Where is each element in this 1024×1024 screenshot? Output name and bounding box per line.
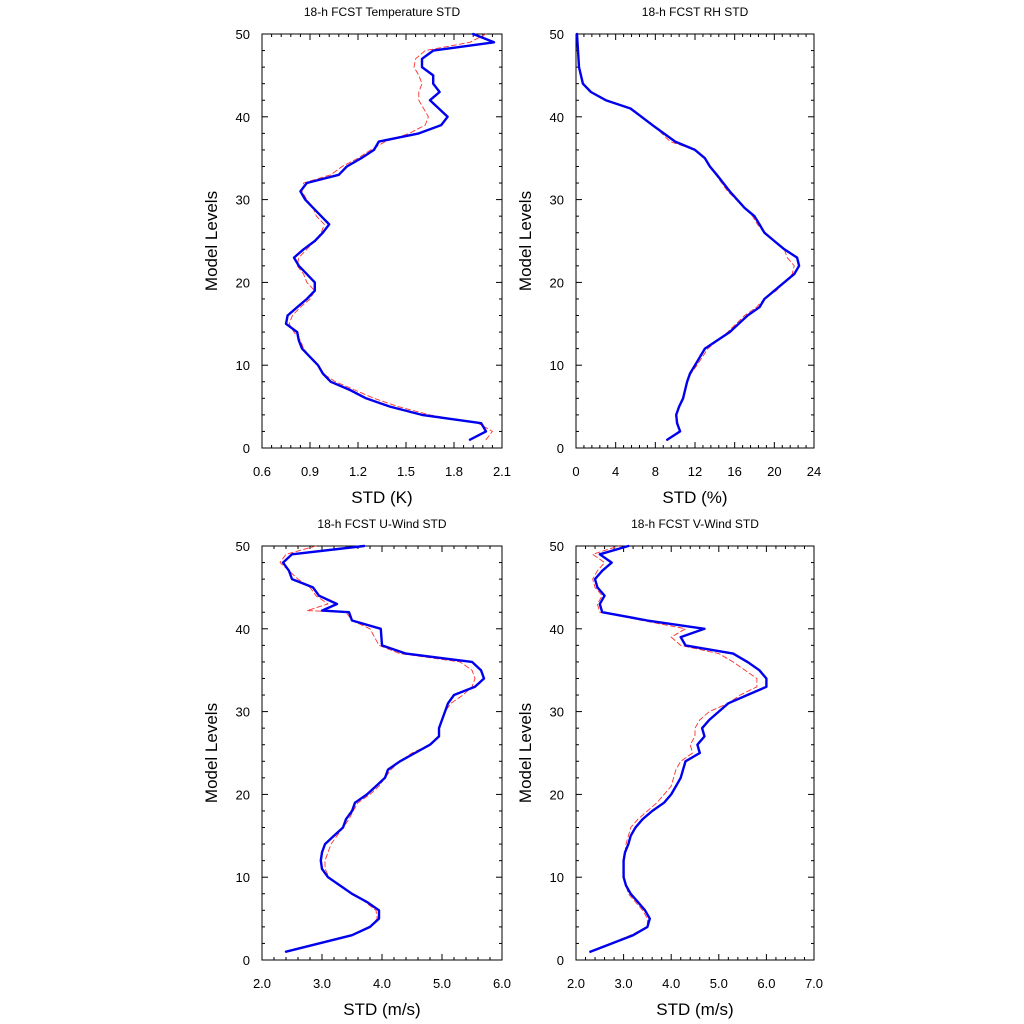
y-tick-label: 30 [236,193,250,208]
x-tick-label: 0.6 [253,464,271,479]
y-tick-label: 20 [236,275,250,290]
plot-frame [261,33,503,449]
x-tick-label: 6.0 [493,976,511,991]
panel-title: 18-h FCST V-Wind STD [631,517,759,531]
plot-frame [575,545,815,961]
series-line-solid [589,544,768,953]
y-tick-label: 0 [557,441,564,456]
x-axis-label: STD (K) [351,488,412,507]
x-tick-label: 0 [572,464,579,479]
x-tick-label: 24 [807,464,821,479]
x-tick-label: 1.8 [445,464,463,479]
x-tick-label: 5.0 [710,976,728,991]
x-tick-label: 4.0 [662,976,680,991]
y-tick-label: 10 [236,358,250,373]
y-tick-label: 10 [550,358,564,373]
panel-title: 18-h FCST RH STD [642,5,749,19]
x-tick-label: 7.0 [805,976,823,991]
x-tick-label: 1.5 [397,464,415,479]
panel-v-wind: 2.0 3.0 4.0 5.0 6.0 7.0 0 10 20 30 40 50 18-h FCST V… [516,517,823,1019]
x-tick-label: 8 [652,464,659,479]
y-tick-label: 30 [550,705,564,720]
y-tick-label: 10 [236,870,250,885]
y-tick-label: 40 [236,110,250,125]
y-axis-label: Model Levels [202,703,221,803]
panel-temperature: 0.6 0.9 1.2 1.5 1.8 2.1 0 10 20 30 40 50 18-h FCST T… [202,5,511,507]
x-tick-label: 2.1 [493,464,511,479]
y-tick-label: 0 [243,441,250,456]
y-tick-label: 0 [557,953,564,968]
x-tick-label: 16 [727,464,741,479]
y-tick-label: 50 [236,27,250,42]
series-line-solid [284,32,496,441]
x-axis-label: STD (m/s) [656,1000,733,1019]
series-line-solid [281,544,486,953]
y-tick-label: 0 [243,953,250,968]
y-tick-label: 50 [236,539,250,554]
x-tick-label: 2.0 [253,976,271,991]
y-axis-label: Model Levels [516,191,535,291]
y-tick-label: 40 [550,622,564,637]
x-tick-label: 4.0 [373,976,391,991]
x-tick-label: 0.9 [301,464,319,479]
x-tick-label: 2.0 [567,976,585,991]
y-tick-label: 20 [550,787,564,802]
y-tick-label: 20 [236,787,250,802]
y-axis-label: Model Levels [516,703,535,803]
y-tick-label: 40 [236,622,250,637]
series-line-solid [575,32,801,441]
y-axis-label: Model Levels [202,191,221,291]
series-line-dashed [589,545,758,953]
panel-u-wind: 2.0 3.0 4.0 5.0 6.0 0 10 20 30 40 50 18-h FCST U-Wi… [202,517,511,1019]
x-tick-label: 4 [612,464,619,479]
panel-title: 18-h FCST Temperature STD [304,5,461,19]
y-tick-label: 50 [550,27,564,42]
x-tick-label: 1.2 [349,464,367,479]
x-tick-label: 12 [688,464,702,479]
x-tick-label: 6.0 [757,976,775,991]
x-tick-label: 3.0 [313,976,331,991]
x-axis-label: STD (m/s) [343,1000,420,1019]
x-tick-label: 5.0 [433,976,451,991]
y-tick-label: 30 [550,193,564,208]
y-tick-label: 30 [236,705,250,720]
y-tick-label: 10 [550,870,564,885]
x-tick-label: 20 [767,464,781,479]
panel-title: 18-h FCST U-Wind STD [317,517,446,531]
panel-rh: 0 4 8 12 16 20 24 0 10 20 30 40 50 18-h FCST RH STD ST… [516,5,821,507]
x-axis-label: STD (%) [662,488,727,507]
y-tick-label: 20 [550,275,564,290]
x-tick-label: 3.0 [615,976,633,991]
y-tick-label: 50 [550,539,564,554]
y-tick-label: 40 [550,110,564,125]
